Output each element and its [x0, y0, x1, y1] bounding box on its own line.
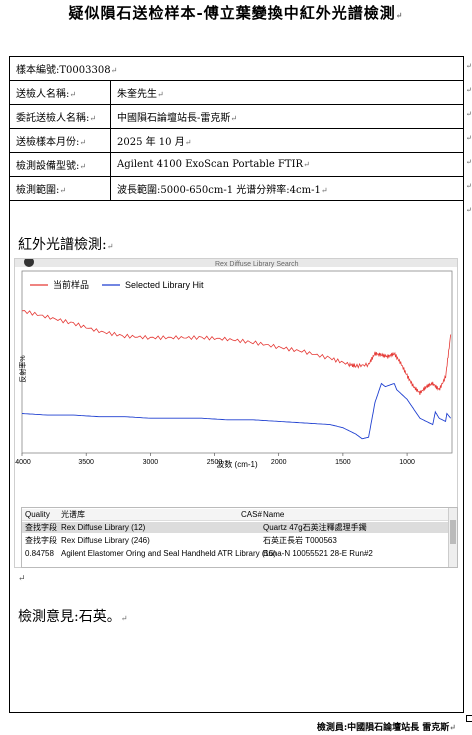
info-row-value: 中國隕石論壇站長-雷克斯↵	[110, 104, 464, 129]
x-tick-label: 3500	[78, 459, 94, 466]
library-search-results: Quality 光谱库 CAS# Name 查找字段 Rex Diffuse L…	[21, 507, 458, 568]
x-tick-label: 2500	[207, 459, 223, 466]
legend-label: 当前样品	[53, 279, 89, 290]
legend-label: Selected Library Hit	[125, 280, 204, 290]
info-row-label: 送檢樣本月份:↵	[9, 128, 111, 153]
app-top-bar-text: Rex Diffuse Library Search	[215, 261, 299, 268]
header-name: Name	[263, 510, 285, 519]
info-row-value: 波長範圍:5000-650cm-1 光谱分辨率:4cm-1↵	[110, 176, 464, 201]
sample-info-table: 樣本編號:T0003308↵ 送檢人名稱:↵ 朱奎先生↵ 委託送檢人名稱:↵ 中…	[9, 56, 464, 201]
info-row-device: 檢測設備型號:↵ Agilent 4100 ExoScan Portable F…	[9, 152, 464, 177]
info-row-label: 檢測設備型號:↵	[9, 152, 111, 177]
x-tick-label: 4000	[15, 459, 31, 466]
info-row-value: 朱奎先生↵	[110, 80, 464, 105]
cell-quality: 查找字段	[25, 536, 57, 545]
row-end-mark: ↵	[466, 134, 472, 142]
spectrum-chart: Rex Diffuse Library Search 当前样品 Selected…	[15, 259, 457, 469]
scrollbar-thumb[interactable]	[450, 520, 456, 544]
results-scrollbar[interactable]	[448, 508, 457, 567]
info-row-range: 檢測範圍:↵ 波長範圍:5000-650cm-1 光谱分辨率:4cm-1↵	[9, 176, 464, 201]
info-row-label: 檢測範圍:↵	[9, 176, 111, 201]
cell-name: Quartz 47g石英注釋處理手鐲	[263, 523, 367, 532]
row-end-mark: ↵	[466, 158, 472, 166]
document-title: 疑似隕石送检样本-傅立葉變換中紅外光譜檢測↵	[68, 4, 404, 22]
cell-quality: 0.84758	[25, 549, 54, 558]
table-corner-handle[interactable]	[466, 715, 472, 722]
info-row-submitter: 送檢人名稱:↵ 朱奎先生↵	[9, 80, 464, 105]
app-logo-icon	[24, 259, 34, 267]
row-end-mark: ↵	[466, 206, 472, 214]
spectrum-heading: 紅外光譜檢測:↵	[18, 237, 114, 253]
info-row-value: 2025 年 10 月↵	[110, 128, 464, 153]
cell-name: 石英正長岩 T000563	[263, 536, 337, 545]
header-quality: Quality	[25, 510, 50, 519]
info-row-label: 委託送檢人名稱:↵	[9, 104, 111, 129]
header-cas: CAS#	[241, 510, 262, 519]
sample-spectrum-line	[21, 310, 452, 395]
inspection-opinion: 檢測意見:石英。↵	[18, 609, 128, 625]
paragraph-mark: ↵	[18, 574, 26, 584]
x-axis-ticks: 4000 3500 3000 2500 2000 1500 1000	[15, 453, 415, 466]
x-tick-label: 3000	[143, 459, 159, 466]
cell-library: Rex Diffuse Library (246)	[61, 536, 150, 545]
x-tick-label: 1000	[399, 459, 415, 466]
table-row[interactable]: 0.84758 Agilent Elastomer Oring and Seal…	[22, 548, 450, 559]
y-axis-label: 反射率%	[18, 355, 27, 382]
header-library: 光谱库	[61, 510, 85, 519]
app-top-bar	[15, 259, 457, 267]
x-axis-label: 波数 (cm-1)	[216, 459, 258, 469]
info-row-label: 送檢人名稱:↵	[9, 80, 111, 105]
cell-quality: 查找字段	[25, 523, 57, 532]
row-end-mark: ↵	[466, 86, 472, 94]
results-header: Quality 光谱库 CAS# Name	[22, 509, 450, 521]
info-row-value: Agilent 4100 ExoScan Portable FTIR↵	[110, 152, 464, 177]
cell-name: Buna-N 10055521 28-E Run#2	[263, 549, 373, 558]
table-row[interactable]: 查找字段 Rex Diffuse Library (246) 石英正長岩 T00…	[22, 535, 450, 546]
info-row-month: 送檢樣本月份:↵ 2025 年 10 月↵	[9, 128, 464, 153]
info-row-sample-id: 樣本編號:T0003308↵	[9, 56, 464, 81]
plot-frame	[21, 270, 453, 454]
info-row-label: 樣本編號:T0003308↵	[9, 56, 464, 81]
plot-series-layer	[21, 310, 452, 440]
cell-library: Rex Diffuse Library (12)	[61, 523, 146, 532]
table-row[interactable]: 查找字段 Rex Diffuse Library (12) Quartz 47g…	[22, 522, 450, 533]
x-tick-label: 2000	[271, 459, 287, 466]
row-end-mark: ↵	[466, 182, 472, 190]
row-end-mark: ↵	[466, 62, 472, 70]
inspector-signature-line: 檢測員:中國隕石論壇站長 雷克斯↵	[316, 722, 456, 733]
row-end-mark: ↵	[466, 110, 472, 118]
cell-library: Agilent Elastomer Oring and Seal Handhel…	[61, 549, 277, 558]
info-row-entrusted: 委託送檢人名稱:↵ 中國隕石論壇站長-雷克斯↵	[9, 104, 464, 129]
library-hit-line	[21, 382, 452, 440]
x-tick-label: 1500	[335, 459, 351, 466]
